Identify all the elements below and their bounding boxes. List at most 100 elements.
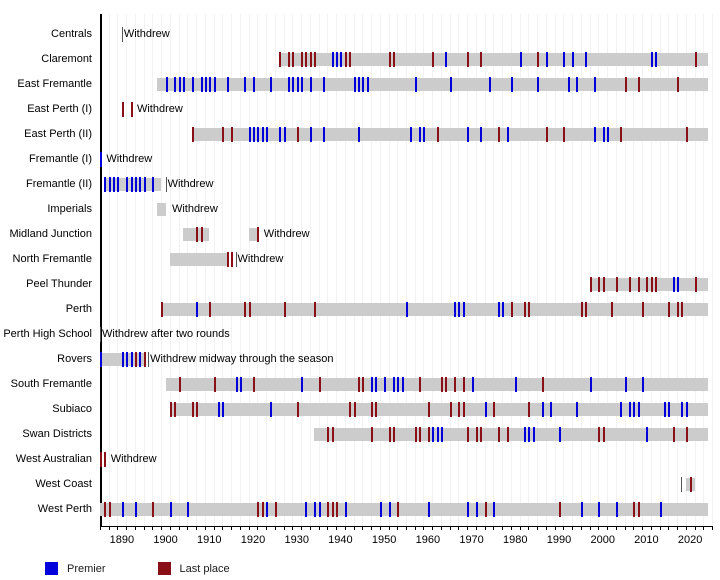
premiership-mark <box>681 402 684 417</box>
premiership-mark <box>301 377 304 392</box>
x-tick-minor <box>685 526 687 530</box>
premiership-mark <box>331 52 334 67</box>
last-place-mark <box>528 402 531 417</box>
premiership-mark <box>550 402 553 417</box>
active-span <box>156 78 708 91</box>
last-place-mark <box>279 52 282 67</box>
x-tick-minor <box>204 526 206 530</box>
premiership-mark <box>545 52 548 67</box>
last-place-mark <box>497 427 500 442</box>
last-place-mark <box>646 277 649 292</box>
x-tick-minor <box>126 526 128 530</box>
timeline-row: East Perth (I) Withdrew <box>0 97 720 122</box>
x-tick-minor <box>388 526 390 530</box>
row-note: Withdrew <box>123 28 170 40</box>
last-place-mark <box>545 127 548 142</box>
last-place-mark <box>672 427 675 442</box>
premiership-mark <box>362 77 365 92</box>
row-label-fremantle-i: Fremantle (I) <box>29 153 92 165</box>
timeline-row: Fremantle (I) Withdrew <box>0 147 720 172</box>
last-place-mark <box>314 52 317 67</box>
x-tick-minor <box>292 526 294 530</box>
premiership-mark <box>344 502 347 517</box>
x-tick-minor <box>572 526 574 530</box>
last-place-mark <box>633 502 636 517</box>
premiership-mark <box>309 77 312 92</box>
premiership-mark <box>279 127 282 142</box>
premiership-mark <box>239 377 242 392</box>
last-place-mark <box>497 127 500 142</box>
last-place-mark <box>344 52 347 67</box>
premiership-mark <box>663 402 666 417</box>
x-tick-minor <box>677 526 679 530</box>
row-label-claremont: Claremont <box>41 53 92 65</box>
row-label-fremantle-ii: Fremantle (II) <box>25 178 92 190</box>
last-place-mark <box>161 302 164 317</box>
last-place-mark <box>528 302 531 317</box>
x-tick-label: 2010 <box>634 534 659 546</box>
y-axis-line <box>100 14 102 526</box>
premiership-mark <box>322 127 325 142</box>
x-tick-minor <box>187 526 189 530</box>
premiership-mark <box>593 77 596 92</box>
x-tick-minor <box>458 526 460 530</box>
last-place-mark <box>445 377 448 392</box>
last-place-mark <box>331 502 334 517</box>
last-place-mark <box>296 127 299 142</box>
premiership-mark <box>117 177 120 192</box>
x-tick-minor <box>143 526 145 530</box>
last-place-mark <box>134 352 137 367</box>
premiership-mark <box>493 502 496 517</box>
timeline-row: Peel Thunder <box>0 272 720 297</box>
premiership-mark <box>266 502 269 517</box>
last-place-mark <box>602 277 605 292</box>
premiership-mark <box>598 502 601 517</box>
x-tick-minor <box>449 526 451 530</box>
active-span <box>100 503 708 516</box>
x-tick-minor <box>432 526 434 530</box>
premiership-mark <box>423 127 426 142</box>
last-place-mark <box>615 277 618 292</box>
x-tick-minor <box>467 526 469 530</box>
premiership-mark <box>169 502 172 517</box>
row-track <box>100 297 712 322</box>
row-track: Withdrew <box>100 147 712 172</box>
premiership-mark <box>222 402 225 417</box>
x-tick-label: 2000 <box>590 534 615 546</box>
premiership-mark <box>685 402 688 417</box>
x-tick-minor <box>169 526 171 530</box>
row-track <box>100 72 712 97</box>
premiership-mark <box>130 177 133 192</box>
x-tick-minor <box>589 526 591 530</box>
x-tick-label: 1970 <box>459 534 484 546</box>
premiership-mark <box>353 77 356 92</box>
x-tick-minor <box>353 526 355 530</box>
last-place-mark <box>397 502 400 517</box>
last-place-mark <box>419 377 422 392</box>
premiership-mark <box>174 77 177 92</box>
x-tick-minor <box>624 526 626 530</box>
last-place-mark <box>292 52 295 67</box>
x-tick-minor <box>134 526 136 530</box>
x-tick-minor <box>108 526 110 530</box>
premiership-mark <box>607 127 610 142</box>
premiership-mark <box>108 177 111 192</box>
x-tick-minor <box>117 526 119 530</box>
row-label-east-perth-ii: East Perth (II) <box>24 128 92 140</box>
timeline-row: Perth High School Withdrew after two roun… <box>0 322 720 347</box>
x-tick-minor <box>222 526 224 530</box>
premiership-mark <box>200 77 203 92</box>
row-note: Withdrew after two rounds <box>102 328 230 340</box>
row-note: Withdrew <box>237 253 284 265</box>
x-tick-label: 1920 <box>240 534 266 546</box>
premiership-mark <box>559 427 561 442</box>
premiership-mark <box>244 77 247 92</box>
x-tick-minor <box>607 526 609 530</box>
last-place-mark <box>191 402 194 417</box>
active-span <box>279 53 708 66</box>
x-tick-label: 2020 <box>677 534 703 546</box>
last-place-mark <box>510 302 513 317</box>
x-tick-label: 1990 <box>546 534 572 546</box>
last-place-mark <box>580 302 583 317</box>
last-place-mark <box>537 52 540 67</box>
